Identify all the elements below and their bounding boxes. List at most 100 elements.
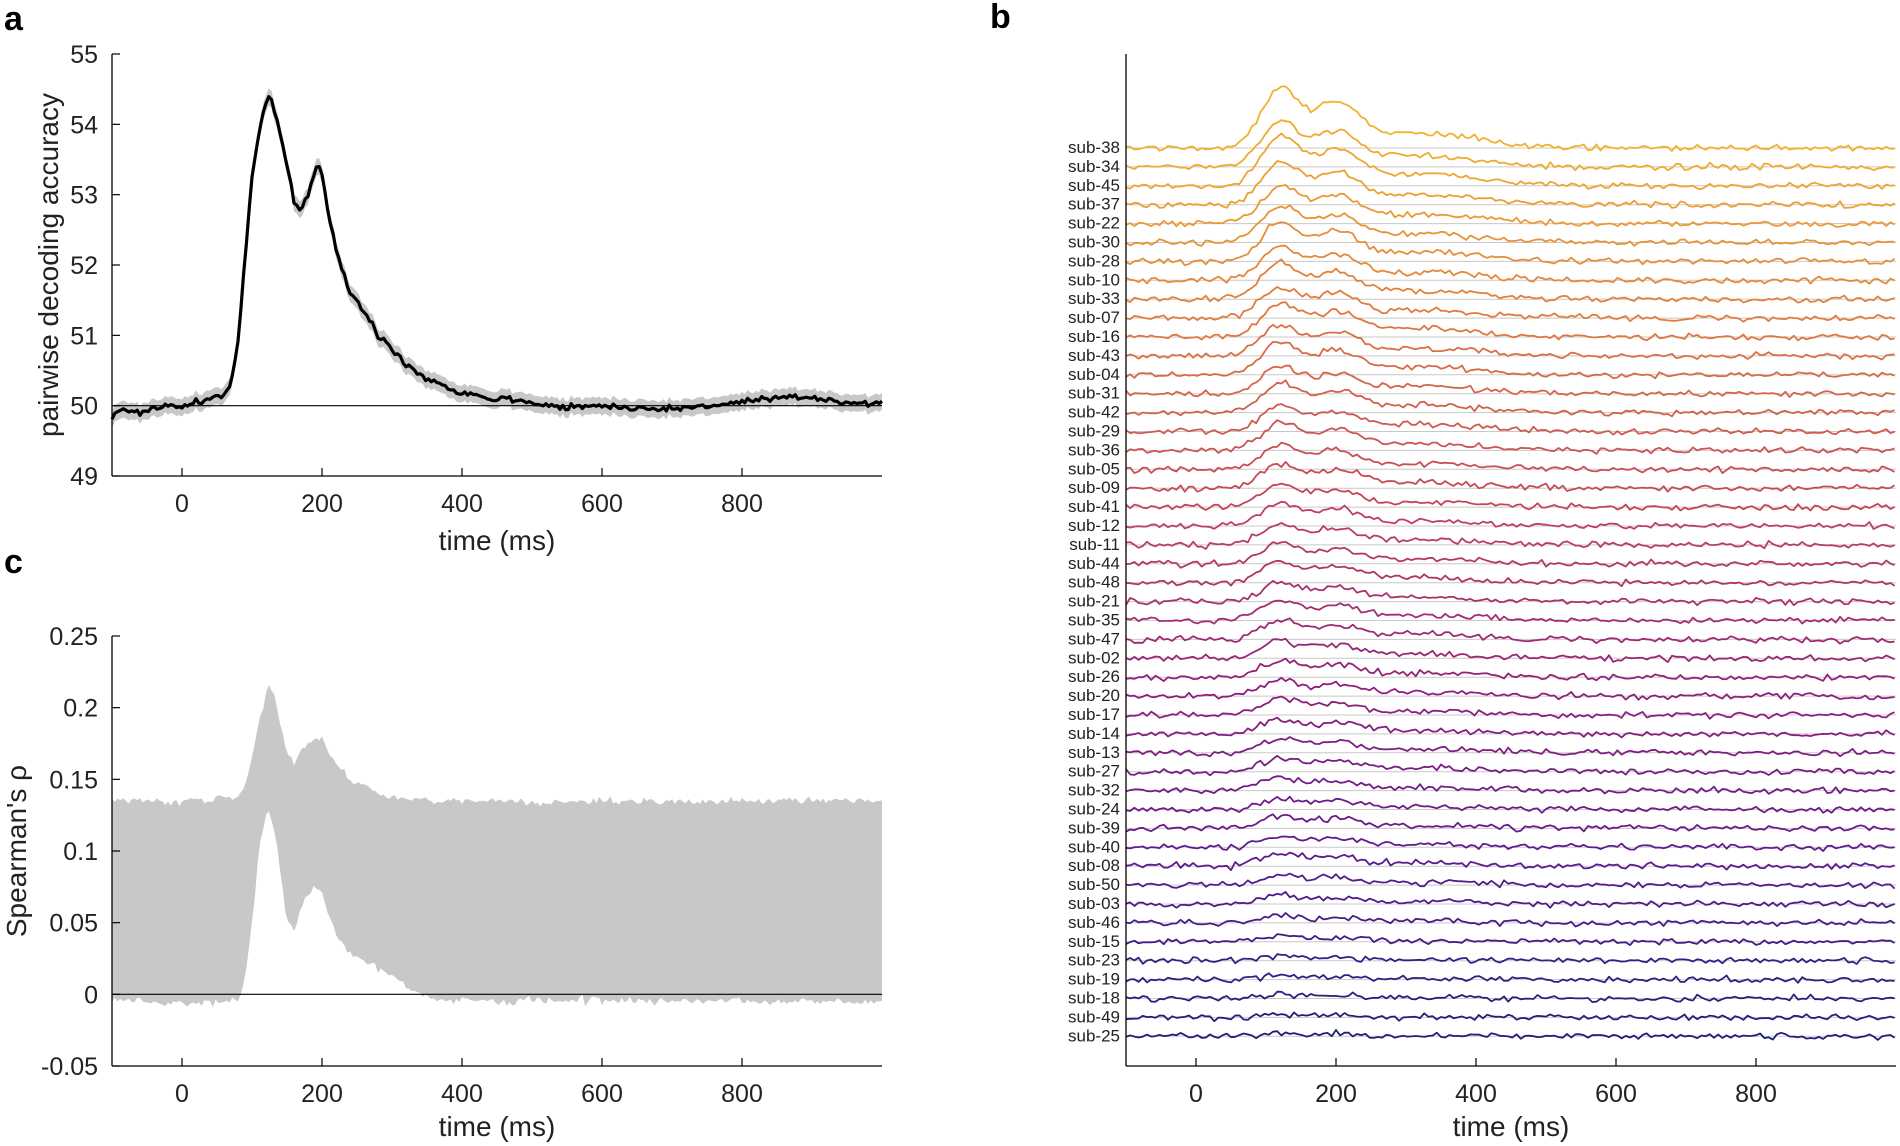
subject-trace xyxy=(1125,835,1895,852)
subject-trace xyxy=(1125,933,1896,946)
subject-label: sub-16 xyxy=(1068,327,1120,346)
subject-label: sub-44 xyxy=(1068,554,1120,573)
x-tick-label: 200 xyxy=(1315,1080,1357,1108)
subject-trace xyxy=(1125,617,1895,645)
subject-label: sub-50 xyxy=(1068,875,1120,894)
x-tick-label: 600 xyxy=(1595,1080,1637,1108)
subject-label: sub-07 xyxy=(1068,308,1120,327)
subject-label: sub-40 xyxy=(1068,837,1120,856)
subject-trace xyxy=(1125,695,1895,720)
subject-label: sub-38 xyxy=(1068,138,1120,157)
panel-c-x-axis-label: time (ms) xyxy=(439,1111,556,1142)
subject-trace xyxy=(1125,912,1896,928)
subject-trace xyxy=(1125,891,1895,909)
panel-a-x-axis-label: time (ms) xyxy=(439,525,556,556)
subject-trace xyxy=(1125,286,1895,323)
subject-trace xyxy=(1125,419,1895,455)
subject-trace xyxy=(1125,132,1895,190)
subject-trace xyxy=(1125,716,1895,739)
subject-label: sub-24 xyxy=(1068,800,1120,819)
y-tick-label: 51 xyxy=(70,322,98,350)
subject-trace xyxy=(1125,813,1895,833)
subject-label: sub-35 xyxy=(1068,611,1120,630)
subject-trace xyxy=(1125,119,1895,172)
y-tick-label: 50 xyxy=(70,393,98,421)
panel-a-chart: 0 200 400 600 800 49 50 51 52 53 54 55 time (ms) pa… xyxy=(33,41,884,556)
panel-b-axes: 0 200 400 600 800 xyxy=(1125,54,1896,1108)
panel-c-y-axis-label: Spearman's ρ xyxy=(1,765,32,937)
subject-label: sub-41 xyxy=(1068,497,1120,516)
x-tick-label: 600 xyxy=(581,1080,623,1108)
subject-trace xyxy=(1125,204,1895,247)
y-tick-label: 53 xyxy=(70,182,98,210)
y-tick-label: 0.05 xyxy=(49,910,98,938)
subject-labels: sub-38sub-34sub-45sub-37sub-22sub-30sub-… xyxy=(1068,138,1120,1045)
y-tick-label: 0 xyxy=(84,981,98,1009)
subject-label: sub-09 xyxy=(1068,478,1120,497)
subject-label: sub-15 xyxy=(1068,932,1120,951)
panel-c-axes: 0 200 400 600 800 -0.05 0 0.05 0.1 0.15 0.2 0.25 xyxy=(41,623,882,1108)
subject-label: sub-27 xyxy=(1068,762,1120,781)
subject-trace xyxy=(1125,258,1895,304)
subject-trace xyxy=(1125,301,1895,342)
subject-trace xyxy=(1125,872,1896,890)
subject-label: sub-33 xyxy=(1068,289,1120,308)
x-tick-label: 0 xyxy=(175,1080,189,1108)
subject-trace xyxy=(1125,461,1896,493)
subject-label: sub-23 xyxy=(1068,951,1120,970)
y-tick-label: 55 xyxy=(70,41,98,69)
subject-label: sub-10 xyxy=(1068,270,1120,289)
subject-label: sub-26 xyxy=(1068,667,1120,686)
subject-label: sub-18 xyxy=(1068,989,1120,1008)
subject-label: sub-30 xyxy=(1068,233,1120,252)
subject-label: sub-31 xyxy=(1068,384,1120,403)
subject-label: sub-08 xyxy=(1068,856,1120,875)
panel-a-y-axis-label: pairwise decoding accuracy xyxy=(33,93,64,437)
subject-label: sub-14 xyxy=(1068,724,1120,743)
y-tick-label: 0.2 xyxy=(63,695,98,723)
subject-trace xyxy=(1125,403,1895,436)
subject-traces xyxy=(1125,85,1896,1041)
subject-label: sub-25 xyxy=(1068,1026,1120,1045)
panel-c-letter: c xyxy=(4,543,23,581)
subject-trace xyxy=(1125,599,1895,625)
subject-label: sub-03 xyxy=(1068,894,1120,913)
subject-trace xyxy=(1125,676,1895,701)
subject-trace xyxy=(1125,637,1895,663)
subject-label: sub-39 xyxy=(1068,818,1120,837)
panel-a-axes: 0 200 400 600 800 49 50 51 52 53 54 55 xyxy=(70,41,882,518)
subject-trace xyxy=(1125,1029,1896,1041)
subject-trace xyxy=(1125,972,1895,984)
subject-label: sub-29 xyxy=(1068,422,1120,441)
subject-trace xyxy=(1125,851,1895,871)
x-tick-label: 800 xyxy=(1735,1080,1777,1108)
panel-b-chart: sub-38sub-34sub-45sub-37sub-22sub-30sub-… xyxy=(1068,54,1896,1142)
x-tick-label: 400 xyxy=(441,1080,483,1108)
subject-trace xyxy=(1125,795,1895,814)
subject-label: sub-21 xyxy=(1068,592,1120,611)
subject-label: sub-32 xyxy=(1068,781,1120,800)
y-tick-label: 52 xyxy=(70,252,98,280)
x-tick-label: 800 xyxy=(721,1080,763,1108)
subject-trace xyxy=(1125,441,1896,474)
subject-label: sub-12 xyxy=(1068,516,1120,535)
subject-label: sub-34 xyxy=(1068,157,1120,176)
subject-trace xyxy=(1125,160,1896,209)
subject-label: sub-22 xyxy=(1068,214,1120,233)
subject-label: sub-49 xyxy=(1068,1007,1120,1026)
x-tick-label: 0 xyxy=(175,490,189,518)
y-tick-label: -0.05 xyxy=(41,1053,98,1081)
subject-trace xyxy=(1125,341,1895,380)
subject-trace xyxy=(1125,221,1896,267)
subject-trace xyxy=(1125,244,1895,285)
subject-trace xyxy=(1125,580,1895,607)
subject-trace xyxy=(1126,541,1895,569)
y-tick-label: 0.1 xyxy=(63,838,98,866)
accuracy-error-band xyxy=(112,88,882,428)
subject-trace xyxy=(1125,364,1895,399)
subject-label: sub-02 xyxy=(1068,648,1120,667)
subject-label: sub-48 xyxy=(1068,573,1120,592)
subject-trace xyxy=(1125,990,1895,1003)
subject-trace xyxy=(1125,953,1895,965)
panel-b-x-axis-label: time (ms) xyxy=(1453,1111,1570,1142)
